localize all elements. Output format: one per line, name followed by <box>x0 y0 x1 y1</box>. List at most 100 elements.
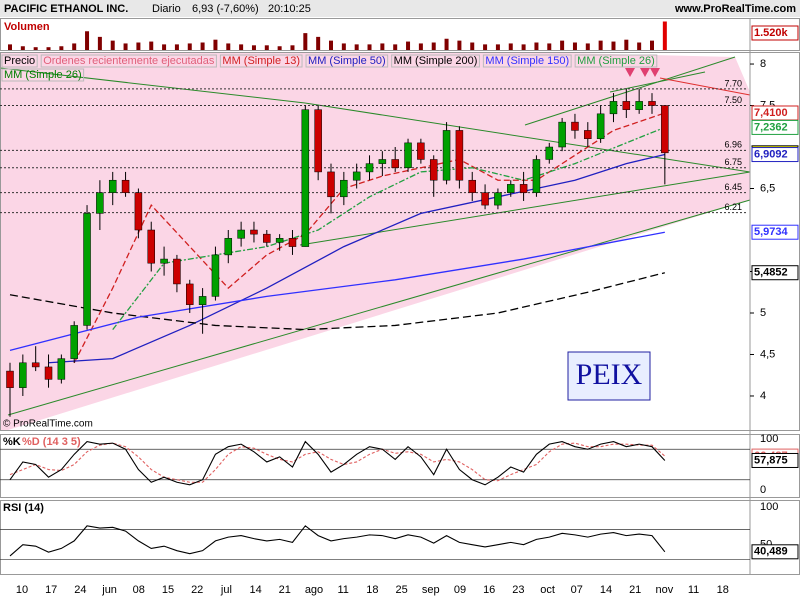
volume-bar <box>226 43 231 50</box>
candle-body <box>378 159 387 164</box>
axis-value-label: 5,4852 <box>754 267 788 279</box>
volume-bar <box>162 44 167 50</box>
volume-bar <box>406 41 411 50</box>
candle-body <box>70 325 78 359</box>
volume-bar <box>85 31 90 50</box>
legend-entry: MM (Simple 50) <box>308 55 386 67</box>
indicator-line <box>9 525 666 557</box>
y-tick-label: 0 <box>760 484 766 496</box>
candle-body <box>622 101 631 110</box>
panel-borders <box>0 18 800 575</box>
candle-body <box>186 283 194 305</box>
volume-bar <box>33 47 38 50</box>
axis-value-box <box>751 544 799 560</box>
x-tick-label: 16 <box>483 584 495 596</box>
volume-bar <box>136 42 141 50</box>
candle-body <box>6 370 14 388</box>
candle-body <box>275 238 284 243</box>
price-bg-white <box>8 200 750 430</box>
legend-box <box>1 68 85 82</box>
volume-bar <box>46 47 51 50</box>
volume-bar <box>470 42 475 50</box>
axis-value-label: 5,9734 <box>754 226 789 238</box>
volume-bar <box>380 43 385 50</box>
y-tick-label: 100 <box>760 433 778 445</box>
candle-body <box>31 362 40 368</box>
candle-body <box>96 192 104 214</box>
y-tick-label: 4,5 <box>760 348 775 360</box>
volume-bar <box>174 44 179 50</box>
candle-body <box>429 159 438 181</box>
candle-body <box>648 101 656 106</box>
y-tick-label: 4 <box>760 390 766 402</box>
volume-bar <box>560 40 565 50</box>
axis-value-label: 57,875 <box>754 454 788 466</box>
quote: 6,93 (-7,60%) <box>192 3 259 15</box>
trendline <box>524 56 736 126</box>
volume-bar <box>624 39 629 50</box>
axis-value-label: 1.520k <box>754 27 789 39</box>
legend-box <box>219 54 303 68</box>
volume-bar <box>572 42 577 50</box>
moving-average <box>9 272 665 331</box>
candle-body <box>237 229 245 239</box>
volume-bar <box>72 43 77 50</box>
candle-body <box>558 121 566 148</box>
candle-body <box>301 109 310 247</box>
x-tick-label: 11 <box>688 584 699 596</box>
volume-bar <box>534 42 539 50</box>
x-tick-label: 14 <box>600 584 612 596</box>
panel-title: RSI (14) <box>3 502 44 514</box>
candle-body <box>327 171 335 198</box>
volume-bar <box>187 43 192 50</box>
axis-value-label: 7,4100 <box>754 107 788 119</box>
candle-body <box>160 258 168 264</box>
panel-title: %K <box>3 436 21 448</box>
candle-body <box>532 159 541 193</box>
trendline <box>304 102 751 173</box>
arrow <box>625 68 635 77</box>
moving-average <box>9 231 665 351</box>
candle-body <box>365 163 374 173</box>
legend-entry: MM (Simple 13) <box>222 55 300 67</box>
candle-body <box>314 109 322 173</box>
candle-body <box>481 192 489 206</box>
legend-entry: MM (Simple 150) <box>485 55 569 67</box>
candle-body <box>134 192 143 231</box>
x-tick-label: 09 <box>454 584 466 596</box>
volume-bar <box>20 46 25 50</box>
moving-average <box>73 112 666 364</box>
axis-value-box <box>751 452 799 468</box>
volume-bar <box>59 46 64 50</box>
candle-body <box>263 233 271 243</box>
volume-bar <box>547 43 552 50</box>
axis-value-label: 6,9092 <box>754 148 788 160</box>
volume-bar <box>650 40 654 50</box>
site: www.ProRealTime.com <box>674 3 796 15</box>
trendlines <box>0 56 751 416</box>
candle-body <box>121 179 130 193</box>
volume-bar <box>329 40 333 50</box>
volume-bar <box>367 44 372 50</box>
candle-body <box>57 358 66 380</box>
volume-bar <box>598 40 603 50</box>
y-tick-label: 100 <box>760 501 778 513</box>
panel-title: Volumen <box>4 21 50 33</box>
x-tick-label: nov <box>656 584 674 596</box>
x-tick-label: sep <box>422 584 440 596</box>
axis-value-box <box>751 147 799 163</box>
volume-bar <box>457 40 462 50</box>
candle-body <box>507 184 515 193</box>
candle-body <box>108 179 117 193</box>
level-label: 6.21 <box>724 202 742 212</box>
volume-bar <box>8 44 12 50</box>
volume-bar <box>521 44 526 50</box>
volume-bar <box>200 42 205 50</box>
arrow <box>640 68 650 77</box>
y-tick-label: 5 <box>760 307 766 319</box>
copyright: © ProRealTime.com <box>3 419 93 430</box>
candle-body <box>417 142 425 160</box>
candle-body <box>584 130 592 139</box>
level-label: 6.75 <box>724 157 742 167</box>
volume-bar <box>495 44 500 50</box>
